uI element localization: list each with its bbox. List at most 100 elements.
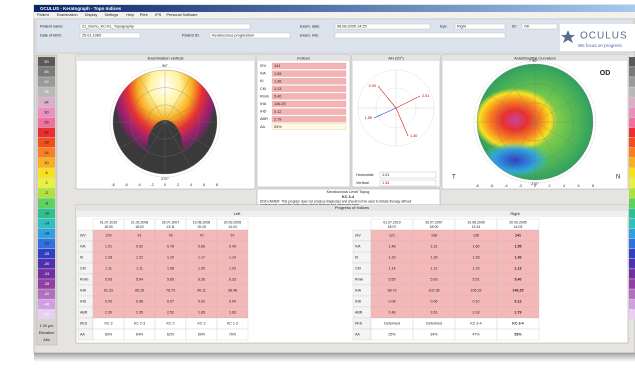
value: 2.39: [105, 311, 112, 315]
time: 18:00: [430, 225, 439, 229]
scale-cell: [38, 299, 55, 309]
scale-cell-right: [629, 238, 635, 249]
row-label: ABR: [355, 310, 363, 314]
scale-cell: [38, 259, 55, 269]
value: 1.20: [167, 256, 174, 260]
index-label: CKI: [260, 87, 266, 91]
index-label: IHA: [260, 102, 267, 106]
index-value: 1.13: [274, 87, 281, 91]
date: 01.07.2010: [383, 220, 401, 224]
map-scale-label: -4: [137, 183, 140, 187]
row-label: AA: [80, 332, 85, 336]
menu-item[interactable]: IPS: [155, 13, 162, 17]
scale-cell: [38, 97, 55, 107]
map-scale-label: 8: [216, 183, 218, 187]
time: 13:14: [472, 225, 481, 229]
value: Deformed: [426, 322, 442, 326]
ah-vector: [395, 107, 409, 137]
map-scale-label: -8: [111, 183, 114, 187]
menu-item[interactable]: Patient: [37, 13, 50, 17]
value: 40.11: [197, 289, 206, 293]
value: 66.15: [135, 289, 144, 293]
menu-item[interactable]: Examination: [57, 13, 78, 17]
value: 0.07: [167, 300, 174, 304]
input-box: [334, 32, 506, 39]
time: 14:24: [228, 225, 237, 229]
menu-item[interactable]: Display: [85, 13, 98, 17]
scale-cell: [38, 218, 55, 229]
index-label: IVA: [260, 72, 266, 76]
row-label: IHD: [80, 299, 87, 303]
time: 18:02: [135, 225, 144, 229]
value: 1.63: [229, 311, 236, 315]
scale-label: 2: [45, 181, 47, 185]
value: 1.12: [431, 267, 438, 271]
scale-cell-right: [629, 259, 635, 269]
index-bar: [271, 100, 347, 108]
scale-label: 6: [45, 171, 47, 175]
scale-label: -42: [44, 292, 50, 296]
row-label: Rmin: [355, 277, 363, 281]
menu-item[interactable]: Settings: [105, 13, 119, 17]
map-degree: 90°: [532, 59, 538, 63]
value: 1.15: [473, 267, 480, 271]
panel-title: Axial/Sagittal Curvature: [514, 55, 557, 60]
field-label: Patient name:: [40, 25, 63, 29]
ah-value: 2.51: [422, 94, 429, 98]
scale-step: 1.00 µm: [40, 324, 54, 328]
value: 2.52: [167, 311, 174, 315]
scale-cell-right: [629, 57, 635, 67]
value: 0.08: [389, 300, 396, 304]
input-box: [454, 23, 506, 30]
map-scale-label: -2: [519, 184, 522, 188]
scale-cell-right: [629, 137, 635, 148]
value: 1.26: [431, 256, 438, 260]
menu-bar: [34, 12, 635, 18]
date: 19.08.2006: [467, 220, 485, 224]
scale-ref: Abs: [43, 338, 50, 342]
scale-cell: [38, 117, 55, 128]
row-label: KKS: [355, 321, 363, 325]
field-label: Eye:: [440, 25, 448, 29]
index-label: Rmin: [260, 94, 269, 98]
map-scale-label: 8: [592, 184, 594, 188]
kc-level: KC 3-4: [342, 195, 355, 199]
ah-vector: [395, 95, 421, 109]
index-value: 141: [274, 64, 280, 68]
axial-map-hot: [477, 88, 557, 152]
value: KC 1-2: [227, 322, 238, 326]
row-label: AA: [355, 332, 360, 336]
scale-cell-right: [629, 248, 635, 259]
scale-label: -30: [44, 262, 50, 266]
value: 0.03: [198, 300, 205, 304]
panel-title: Examination vertical: [148, 55, 184, 60]
map-scale-label: 2: [549, 184, 551, 188]
menu-item[interactable]: Help: [126, 13, 134, 17]
input-box: [209, 32, 291, 39]
index-label: ISV: [260, 64, 267, 68]
scale-cell-right: [629, 107, 635, 118]
value: 91: [138, 234, 142, 238]
scale-cell-right: [629, 198, 635, 208]
scale-cell: [38, 67, 55, 77]
value: 6.33: [229, 278, 236, 282]
menu-item[interactable]: Print: [140, 13, 149, 17]
logo-name: OCULUS: [580, 31, 628, 42]
ah-vector: [377, 85, 397, 109]
value: KC 3-4: [470, 322, 481, 326]
value: 0.09: [105, 300, 112, 304]
field-value: 21_Demo_KC-KL_Topography: [82, 25, 134, 29]
scale-cell: [38, 188, 55, 198]
index-label: ABR: [260, 117, 268, 121]
scale-label: 46: [44, 70, 48, 74]
menu-item[interactable]: Personal Software: [167, 13, 198, 17]
scale-cell-right: [629, 309, 635, 320]
value: 0.12: [515, 300, 522, 304]
title-bar: [34, 5, 635, 12]
date: 19.08.2006: [193, 220, 211, 224]
time: 14:03: [514, 225, 523, 229]
value: KC 2-3: [134, 322, 145, 326]
value: 81.33: [104, 289, 113, 293]
scale-cell-right: [629, 127, 635, 138]
